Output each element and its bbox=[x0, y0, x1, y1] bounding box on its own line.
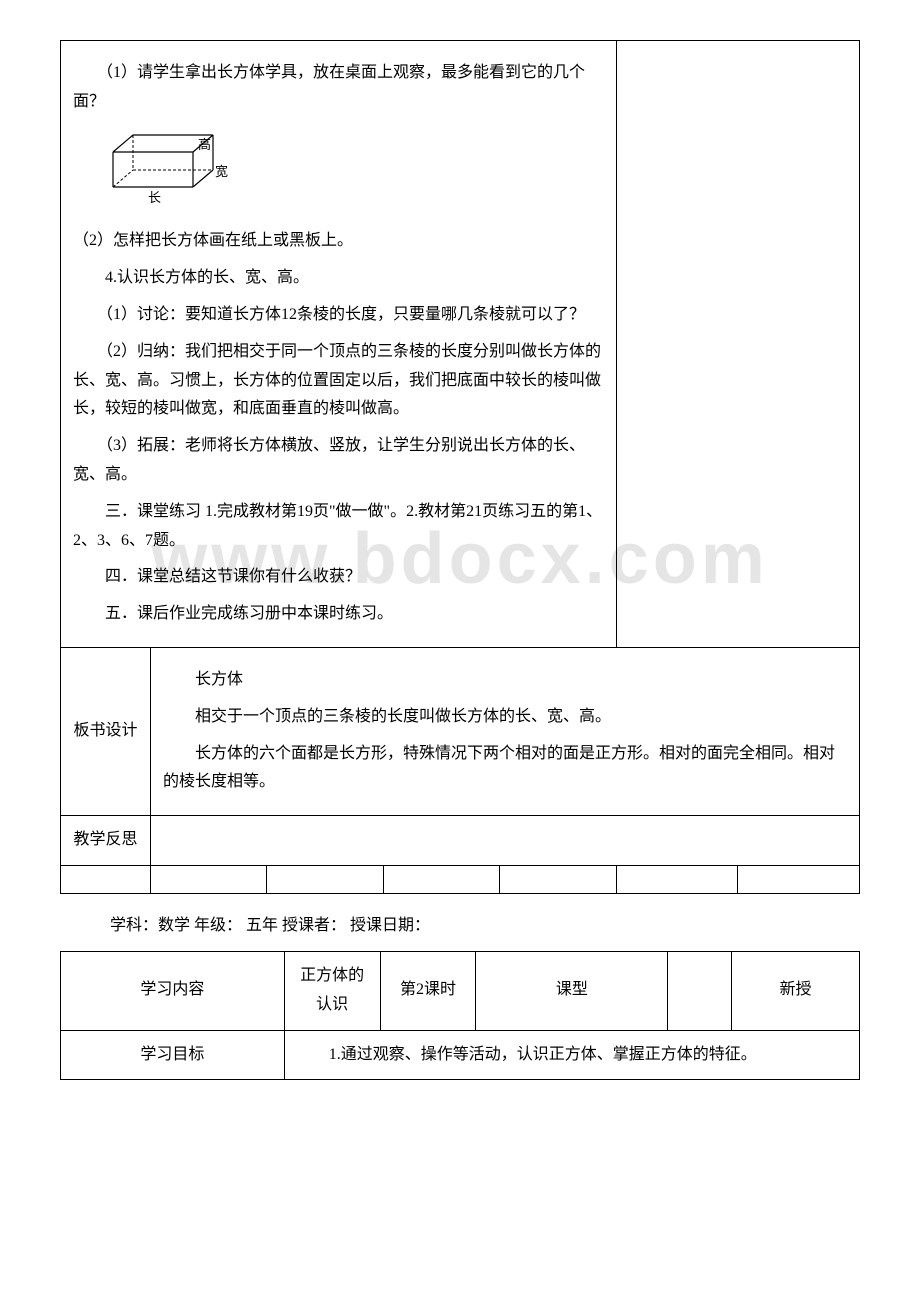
paragraph-8: 四．课堂总结这节课你有什么收获？ bbox=[73, 563, 604, 592]
paragraph-5: （2）归纳：我们把相交于同一个顶点的三条棱的长度分别叫做长方体的长、宽、高。习惯… bbox=[73, 338, 604, 424]
empty-cell-1 bbox=[61, 866, 151, 894]
paragraph-4: （1）讨论：要知道长方体12条棱的长度，只要量哪几条棱就可以了？ bbox=[73, 301, 604, 330]
class-period: 第2课时 bbox=[380, 951, 476, 1030]
board-line-1: 长方体 bbox=[163, 666, 847, 695]
paragraph-2: （2）怎样把长方体画在纸上或黑板上。 bbox=[73, 227, 604, 256]
empty-cell-2 bbox=[151, 866, 267, 894]
cuboid-diagram: 高 宽 长 bbox=[103, 127, 604, 218]
empty-cell-4 bbox=[383, 866, 499, 894]
class-type-label: 课型 bbox=[476, 951, 668, 1030]
lesson-content-cell: （1）请学生拿出长方体学具，放在桌面上观察，最多能看到它的几个面？ 高 bbox=[61, 41, 617, 648]
board-line-3: 长方体的六个面都是长方形，特殊情况下两个相对的面是正方形。相对的面完全相同。相对… bbox=[163, 740, 847, 798]
label-gao: 高 bbox=[198, 137, 211, 152]
study-goal-label: 学习目标 bbox=[61, 1030, 285, 1080]
paragraph-9: 五．课后作业完成练习册中本课时练习。 bbox=[73, 600, 604, 629]
board-design-label: 板书设计 bbox=[61, 647, 151, 815]
empty-row bbox=[61, 866, 860, 894]
empty-cell-6 bbox=[616, 866, 738, 894]
board-design-content: 长方体 相交于一个顶点的三条棱的长度叫做长方体的长、宽、高。 长方体的六个面都是… bbox=[151, 647, 860, 815]
study-content-value: 正方体的认识 bbox=[284, 951, 380, 1030]
board-line-2: 相交于一个顶点的三条棱的长度叫做长方体的长、宽、高。 bbox=[163, 703, 847, 732]
study-content-label: 学习内容 bbox=[61, 951, 285, 1030]
reflection-label: 教学反思 bbox=[61, 816, 151, 866]
empty-cell-3 bbox=[267, 866, 383, 894]
empty-cell-7 bbox=[738, 866, 860, 894]
study-goal-content: 1.通过观察、操作等活动，认识正方体、掌握正方体的特征。 bbox=[284, 1030, 859, 1080]
paragraph-7: 三．课堂练习 1.完成教材第19页"做一做"。2.教材第21页练习五的第1、2、… bbox=[73, 498, 604, 556]
class-type-value: 新授 bbox=[732, 951, 860, 1030]
empty-cell-5 bbox=[500, 866, 616, 894]
paragraph-3: 4.认识长方体的长、宽、高。 bbox=[73, 264, 604, 293]
side-empty-cell bbox=[616, 41, 859, 648]
spacer-cell bbox=[668, 951, 732, 1030]
lesson-info-table: 学习内容 正方体的认识 第2课时 课型 新授 学习目标 1.通过观察、操作等活动… bbox=[60, 951, 860, 1080]
label-kuan: 宽 bbox=[215, 164, 228, 179]
meta-info: 学科：数学 年级： 五年 授课者： 授课日期： bbox=[110, 912, 860, 941]
paragraph-6: （3）拓展：老师将长方体横放、竖放，让学生分别说出长方体的长、宽、高。 bbox=[73, 432, 604, 490]
paragraph-1: （1）请学生拿出长方体学具，放在桌面上观察，最多能看到它的几个面？ bbox=[73, 59, 604, 117]
main-table: （1）请学生拿出长方体学具，放在桌面上观察，最多能看到它的几个面？ 高 bbox=[60, 40, 860, 894]
reflection-content bbox=[151, 816, 860, 866]
label-chang: 长 bbox=[148, 190, 161, 205]
